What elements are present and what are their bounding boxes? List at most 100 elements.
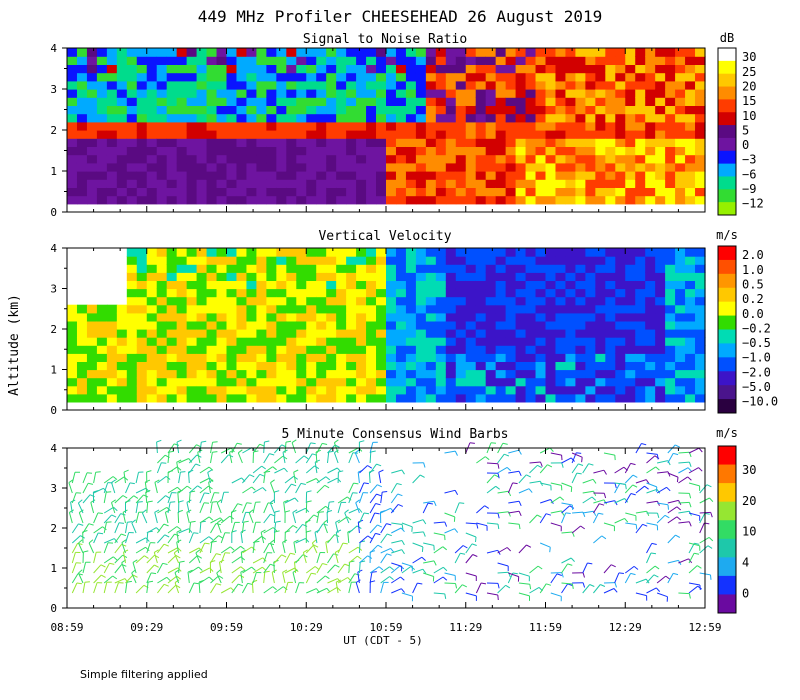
vv-cell — [276, 353, 287, 362]
wind-barb — [188, 582, 195, 594]
wind-barb — [378, 472, 382, 484]
wind-barb-flag — [469, 442, 475, 444]
wind-barb — [295, 483, 302, 494]
wind-barb-flag — [422, 519, 427, 525]
snr-cell — [665, 154, 676, 164]
vv-cell — [675, 280, 686, 290]
vv-cell — [545, 272, 557, 281]
wind-barb-flag — [120, 513, 126, 516]
wind-barb — [125, 582, 128, 594]
wind-barb-flag — [193, 532, 199, 534]
snr-cell — [495, 146, 507, 156]
vv-cell — [96, 353, 108, 362]
vv-cell — [286, 264, 297, 273]
snr-cell — [256, 138, 267, 147]
vv-cell — [695, 312, 706, 322]
snr-cell — [126, 64, 138, 74]
snr-cell — [276, 171, 287, 180]
wind-colorbar-swatch — [718, 538, 736, 558]
vv-cell — [445, 296, 457, 306]
snr-cell — [585, 121, 596, 131]
wind-barb-flag — [197, 555, 202, 559]
snr-cell — [336, 179, 347, 188]
vv-cell — [535, 377, 547, 387]
vv-cell — [186, 393, 198, 403]
vv-cell — [146, 312, 158, 322]
wind-barb — [240, 552, 243, 564]
wind-barb-flag — [624, 518, 629, 523]
snr-cell — [695, 154, 706, 164]
wind-barb — [550, 573, 558, 584]
snr-cell — [126, 80, 138, 90]
vv-cell — [146, 361, 158, 371]
vv-cell — [645, 345, 656, 354]
snr-cell — [316, 195, 327, 205]
vv-cell — [575, 312, 586, 322]
wind-barb — [550, 592, 562, 597]
vv-cell — [166, 248, 178, 257]
vv-cell — [595, 337, 606, 346]
snr-cell — [575, 138, 586, 147]
vv-cell — [336, 296, 347, 306]
vv-cell — [67, 361, 78, 371]
wind-barb-flag — [423, 531, 426, 537]
wind-barb-flag — [386, 553, 392, 556]
snr-colorbar-swatch — [718, 99, 736, 113]
wind-barb-flag — [390, 548, 395, 553]
snr-cell — [525, 154, 537, 164]
wind-barb — [699, 536, 710, 544]
snr-cell — [655, 89, 666, 98]
snr-cell — [635, 138, 646, 147]
wind-barb — [667, 453, 674, 464]
snr-cell — [206, 195, 218, 205]
wind-barb-flag — [401, 549, 405, 555]
snr-cell — [465, 80, 477, 90]
snr-cell — [326, 97, 337, 106]
snr-cell — [615, 179, 626, 188]
snr-cell — [236, 187, 248, 197]
snr-cell — [306, 171, 317, 180]
snr-cell — [495, 187, 507, 197]
vv-cell — [485, 329, 497, 338]
snr-cell — [575, 162, 586, 172]
vv-cell — [645, 248, 656, 257]
snr-cell — [645, 146, 656, 156]
wind-barb-flag — [208, 536, 214, 541]
wind-barb-flag — [497, 583, 500, 589]
vv-cell — [455, 296, 467, 306]
snr-cell — [206, 64, 218, 74]
wind-barb — [220, 587, 232, 594]
wind-barb — [335, 582, 339, 594]
wind-barb-flag — [635, 524, 638, 530]
snr-cell — [226, 89, 238, 98]
snr-cell — [156, 121, 168, 131]
vv-cell — [395, 329, 407, 338]
snr-cell — [86, 138, 98, 147]
vv-cell — [346, 393, 357, 403]
wind-barb — [146, 501, 149, 514]
snr-cell — [475, 179, 487, 188]
wind-barb — [220, 515, 231, 524]
wind-colorbar-swatch — [718, 501, 736, 521]
snr-cell — [176, 89, 188, 98]
vv-cell — [615, 248, 626, 257]
snr-cell — [555, 89, 567, 98]
snr-cell — [535, 171, 547, 180]
wind-barb-flag — [197, 485, 203, 490]
wind-barb — [688, 543, 695, 554]
snr-cell — [505, 154, 517, 164]
snr-cell — [126, 97, 138, 106]
vv-cell — [455, 385, 467, 395]
wind-barb — [252, 487, 263, 494]
wind-barb — [614, 482, 626, 485]
snr-cell — [316, 121, 327, 131]
snr-cell — [395, 105, 407, 115]
snr-cell — [96, 179, 108, 188]
vv-cell — [495, 393, 507, 403]
wind-barb-flag — [240, 566, 246, 571]
wind-barb — [667, 516, 678, 524]
wind-barb — [688, 482, 700, 487]
snr-cell — [485, 146, 497, 156]
vv-cell — [455, 353, 467, 362]
vv-cell — [595, 369, 606, 379]
